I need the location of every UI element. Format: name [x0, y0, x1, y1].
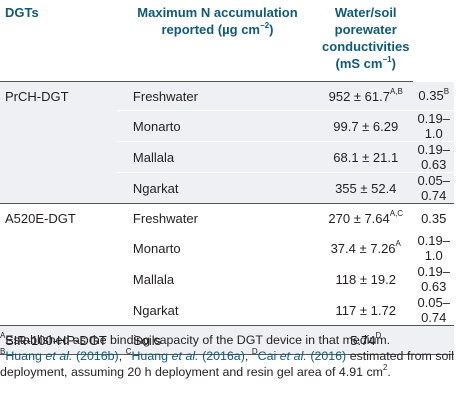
table-footnotes: AEstablished as the binding capacity of … — [0, 330, 454, 380]
reference-link-huang-2016b[interactable]: Huang et al. (2016b) — [5, 349, 119, 363]
value-cell: 68.1 ± 21.1 — [318, 141, 414, 173]
table-row: SIR-100-HP-DGT Soils 5.74D — [0, 325, 454, 355]
conductivity-cell: 0.19–0.63 — [413, 141, 454, 173]
value-cell: 952 ± 61.7A,B — [318, 81, 414, 111]
dgt-name: A520E-DGT — [0, 203, 117, 326]
medium-cell: Ngarkat — [116, 294, 319, 326]
dgt-comparison-table: DGTs Maximum N accumulation reported (µg… — [0, 0, 454, 355]
medium-cell: Monarto — [116, 232, 319, 264]
value-cell: 117 ± 1.72 — [318, 294, 414, 326]
conductivity-cell: 0.05–0.74 — [413, 172, 454, 204]
dgt-name: SIR-100-HP-DGT — [0, 325, 117, 355]
header-dgts: DGTs — [0, 0, 117, 82]
group-a520e-dgt: A520E-DGT Freshwater 270 ± 7.64A,C 0.35 … — [0, 203, 454, 326]
value-cell: 355 ± 52.4 — [318, 172, 414, 204]
conductivity-cell: 0.19–0.63 — [413, 263, 454, 295]
reference-link-huang-2016a[interactable]: Huang et al. (2016a) — [131, 349, 245, 363]
reference-link-cai-2016[interactable]: Cai et al. (2016) — [257, 349, 347, 363]
conductivity-cell: 0.19–1.0 — [413, 110, 454, 142]
header-max-n-accumulation: Maximum N accumulation reported (µg cm−2… — [116, 0, 319, 82]
conductivity-cell: 0.35B — [413, 81, 454, 111]
medium-cell: Mallala — [116, 141, 319, 173]
table-row: Ngarkat 117 ± 1.72 0.05–0.74 — [0, 294, 454, 326]
group-sir-100-hp-dgt: SIR-100-HP-DGT Soils 5.74D — [0, 325, 454, 355]
footnote-a: AEstablished as the binding capacity of … — [0, 330, 391, 347]
medium-cell: Freshwater — [116, 81, 319, 111]
value-cell: 5.74D — [318, 325, 414, 355]
footnote-d: DCai et al. (2016) estimated from soil d… — [0, 346, 454, 379]
table-row: Mallala 68.1 ± 21.1 0.19–0.63 — [0, 141, 454, 173]
conductivity-cell: 0.35 — [413, 203, 454, 233]
medium-cell: Mallala — [116, 263, 319, 295]
footnote-c: CHuang et al. (2016a), — [125, 346, 252, 363]
footnote-b: BHuang et al. (2016b), — [0, 346, 126, 363]
value-cell: 118 ± 19.2 — [318, 263, 414, 295]
table-row: Ngarkat 355 ± 52.4 0.05–0.74 — [0, 172, 454, 204]
medium-cell: Freshwater — [116, 203, 319, 233]
conductivity-cell: 0.19–1.0 — [413, 232, 454, 264]
table-row: Mallala 118 ± 19.2 0.19–0.63 — [0, 263, 454, 295]
group-prch-dgt: PrCH-DGT Freshwater 952 ± 61.7A,B 0.35B … — [0, 81, 454, 204]
medium-cell: Monarto — [116, 110, 319, 142]
table-row: PrCH-DGT Freshwater 952 ± 61.7A,B 0.35B — [0, 81, 454, 204]
header-conductivities: Water/soil porewater conductivities (mS … — [318, 0, 414, 82]
table-row: Monarto 37.4 ± 7.26A 0.19–1.0 — [0, 232, 454, 264]
table-row: A520E-DGT Freshwater 270 ± 7.64A,C 0.35 — [0, 203, 454, 326]
value-cell: 37.4 ± 7.26A — [318, 232, 414, 264]
table-row: Monarto 99.7 ± 6.29 0.19–1.0 — [0, 110, 454, 142]
conductivity-cell: 0.05–0.74 — [413, 294, 454, 326]
value-cell: 270 ± 7.64A,C — [318, 203, 414, 233]
table-header: DGTs Maximum N accumulation reported (µg… — [0, 0, 454, 82]
medium-cell: Soils — [116, 325, 319, 355]
dgt-name: PrCH-DGT — [0, 81, 117, 204]
conductivity-cell — [413, 325, 454, 355]
medium-cell: Ngarkat — [116, 172, 319, 204]
value-cell: 99.7 ± 6.29 — [318, 110, 414, 142]
